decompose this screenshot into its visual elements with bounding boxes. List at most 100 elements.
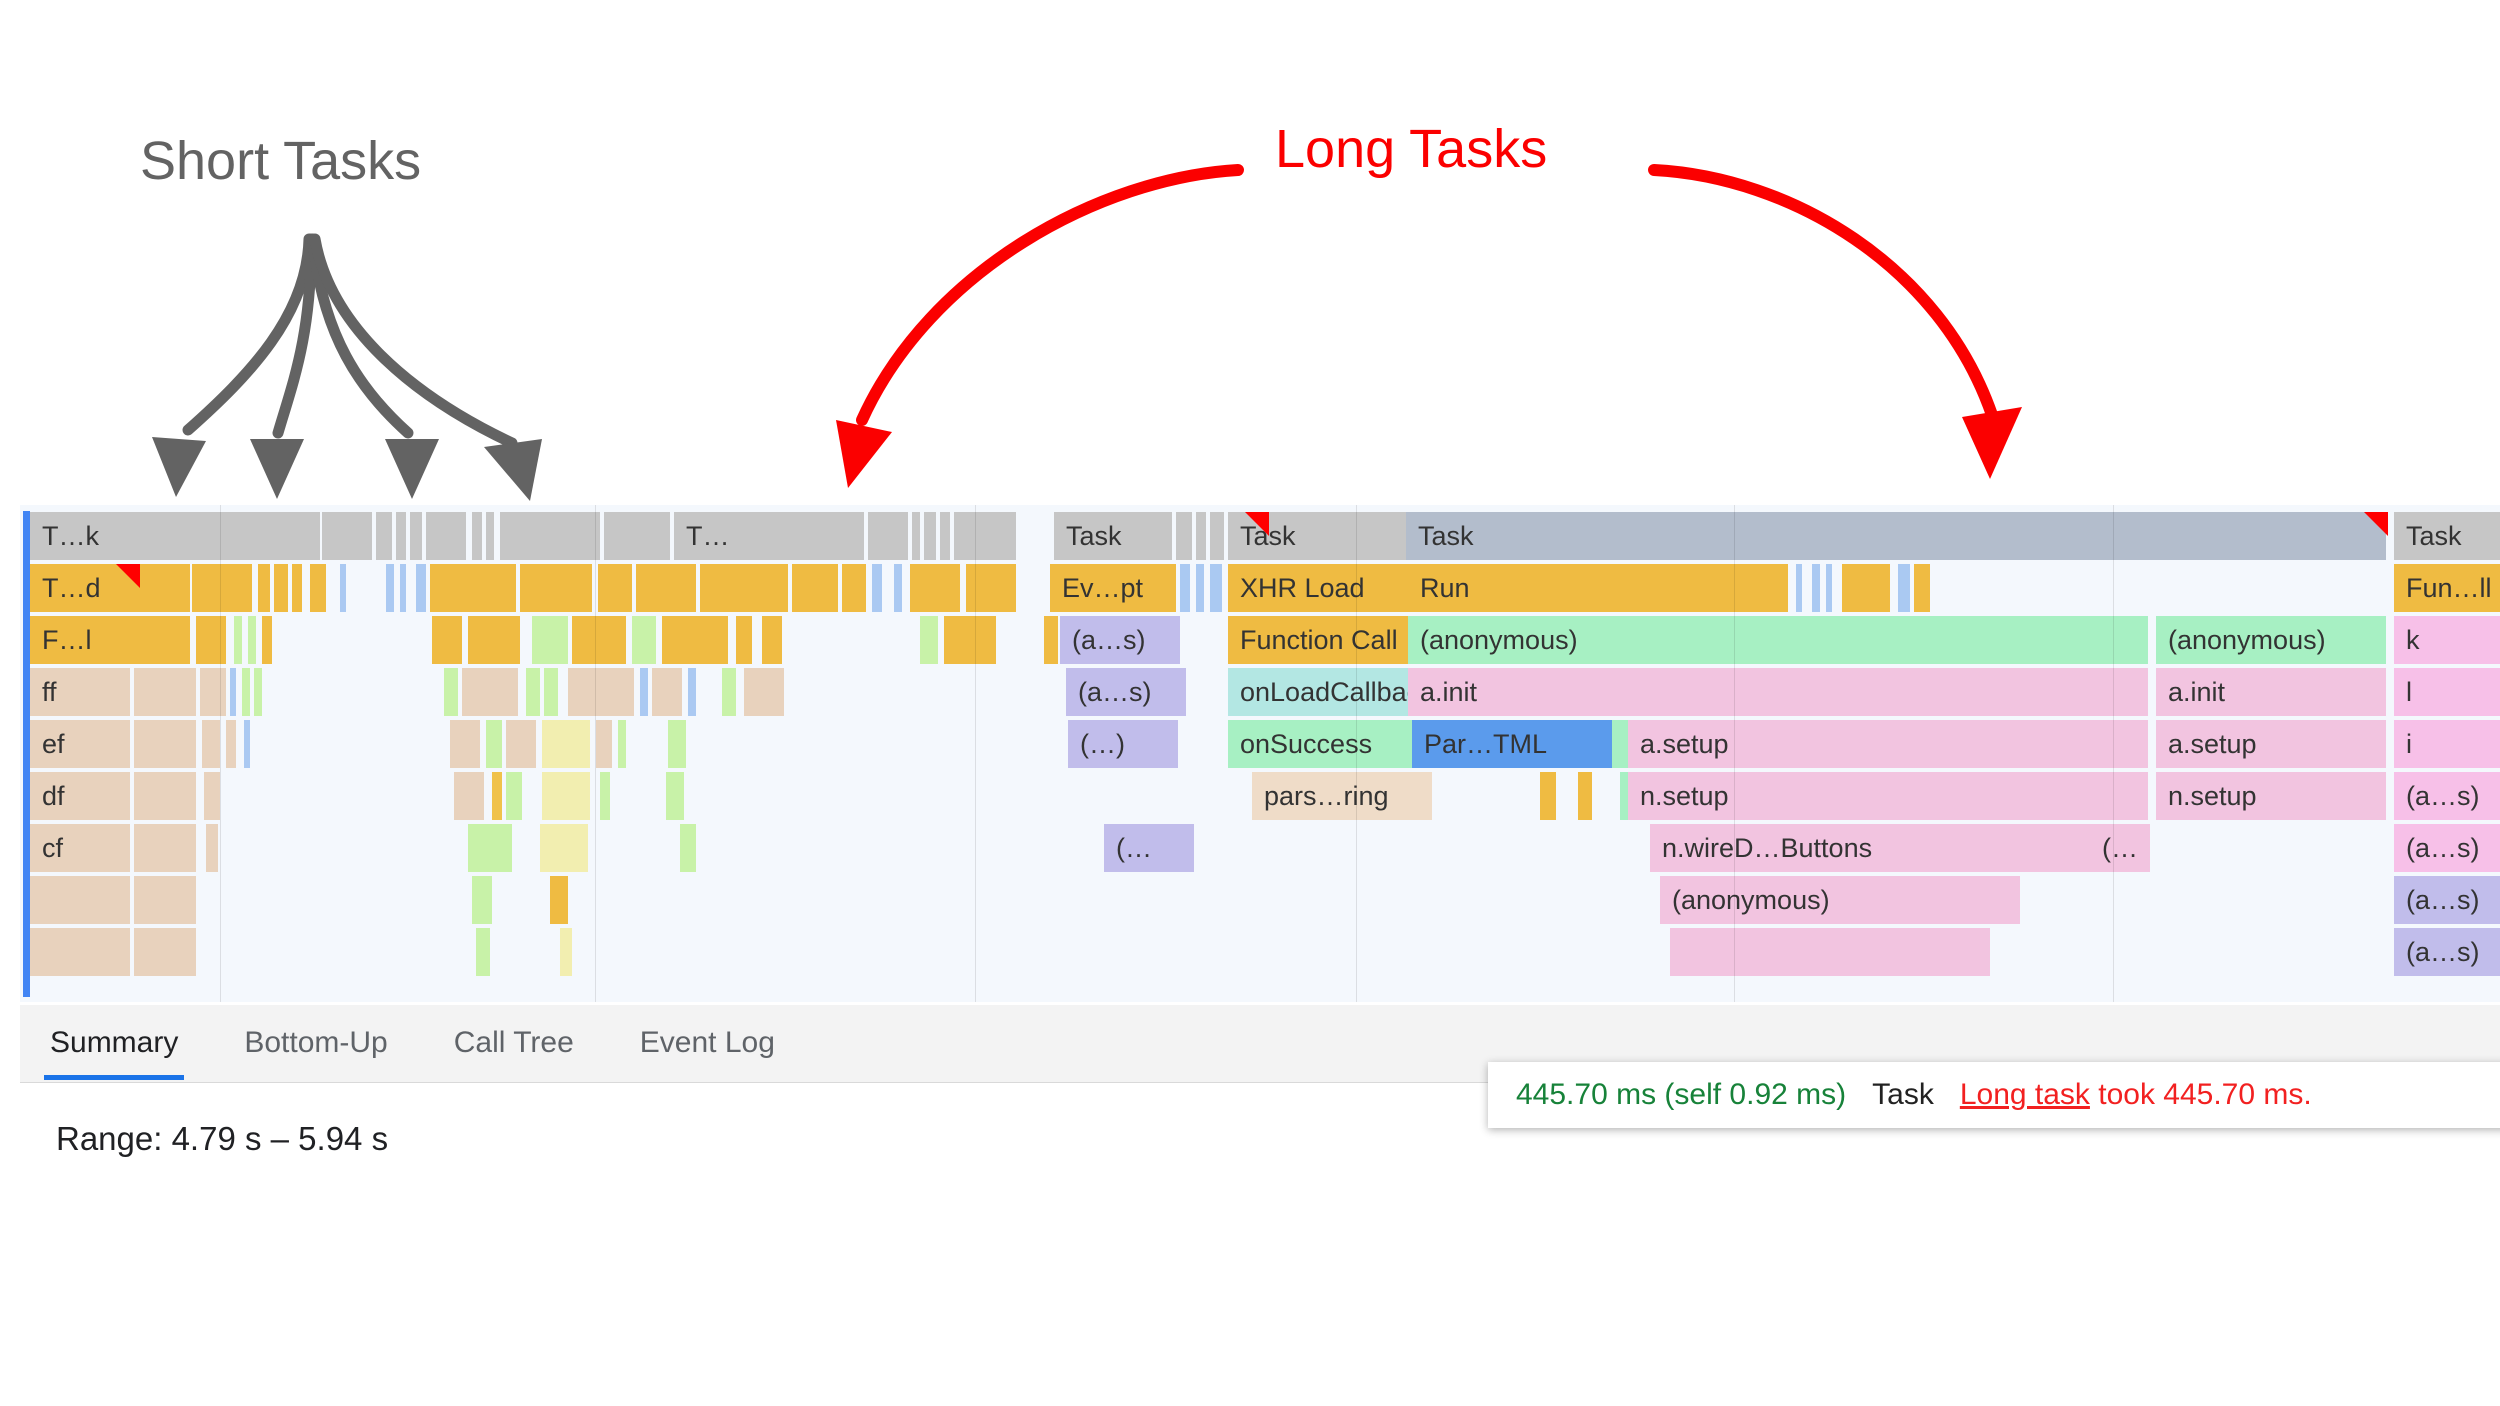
flame-bar-sliver[interactable] <box>226 720 236 768</box>
tab-call-tree[interactable]: Call Tree <box>453 1025 574 1059</box>
flame-bar-sliver[interactable] <box>262 616 272 664</box>
flame-bar-sliver[interactable] <box>736 616 752 664</box>
flame-bar-sliver[interactable] <box>666 772 684 820</box>
flame-bar-sliver[interactable] <box>134 720 196 768</box>
flame-bar[interactable]: n.wireD…Buttons <box>1650 824 2150 872</box>
flame-bar[interactable]: (anonymous) <box>2156 616 2386 664</box>
flame-bar[interactable]: a.setup <box>2156 720 2386 768</box>
flame-bar-sliver[interactable] <box>192 564 252 612</box>
flame-bar-sliver[interactable] <box>134 876 196 924</box>
flame-bar-sliver[interactable] <box>910 564 960 612</box>
flame-bar-sliver[interactable] <box>640 668 648 716</box>
flame-bar-sliver[interactable] <box>1044 616 1058 664</box>
flame-bar[interactable]: df <box>30 772 130 820</box>
flame-bar-sliver[interactable] <box>1578 772 1592 820</box>
flame-bar-sliver[interactable] <box>762 616 782 664</box>
flame-bar-sliver[interactable] <box>954 512 1016 560</box>
flame-bar-sliver[interactable] <box>680 824 696 872</box>
flame-bar-sliver[interactable] <box>1196 564 1204 612</box>
flame-bar[interactable]: ef <box>30 720 130 768</box>
flame-bar[interactable]: T…k <box>30 512 320 560</box>
flame-bar[interactable]: cf <box>30 824 130 872</box>
flame-bar[interactable]: Run <box>1408 564 1504 612</box>
flame-bar-sliver[interactable] <box>722 668 736 716</box>
flame-bar-sliver[interactable] <box>274 564 288 612</box>
flame-bar-sliver[interactable] <box>206 824 218 872</box>
tab-summary[interactable]: Summary <box>44 1010 185 1080</box>
flame-bar-sliver[interactable] <box>472 876 492 924</box>
flame-bar-sliver[interactable] <box>202 720 220 768</box>
flame-bar-sliver[interactable] <box>532 616 568 664</box>
flame-bar-sliver[interactable] <box>242 668 250 716</box>
flame-bar-sliver[interactable] <box>940 512 950 560</box>
flame-bar-sliver[interactable] <box>1180 564 1190 612</box>
flame-bar-sliver[interactable] <box>248 616 256 664</box>
flame-chart[interactable]: T…k T… Task Task Task Task T…d Ev…pt XHR Load Run… <box>20 505 2500 1002</box>
flame-bar-sliver[interactable] <box>912 512 920 560</box>
flame-bar[interactable]: Task <box>1054 512 1172 560</box>
long-task-marker-left[interactable] <box>116 564 140 588</box>
flame-bar-sliver[interactable] <box>542 720 590 768</box>
flame-bar-sliver[interactable] <box>598 564 632 612</box>
flame-bar[interactable]: ff <box>30 668 130 716</box>
flame-bar[interactable]: T… <box>674 512 864 560</box>
flame-bar[interactable]: a.init <box>2156 668 2386 716</box>
flame-bar-sliver[interactable] <box>920 616 938 664</box>
flame-bar[interactable]: Ev…pt <box>1050 564 1176 612</box>
flame-bar-sliver[interactable] <box>500 512 600 560</box>
flame-bar-sliver[interactable] <box>468 616 520 664</box>
flame-bar-sliver[interactable] <box>376 512 392 560</box>
flame-bar[interactable]: (a…s) <box>1066 668 1186 716</box>
flame-bar-sliver[interactable] <box>30 876 130 924</box>
flame-bar-sliver[interactable] <box>506 720 536 768</box>
flame-bar-sliver[interactable] <box>450 720 480 768</box>
flame-bar-sliver[interactable] <box>134 772 196 820</box>
flame-bar-sliver[interactable] <box>492 772 502 820</box>
flame-bar[interactable]: (anonymous) <box>1408 616 2148 664</box>
flame-bar-sliver[interactable] <box>668 720 686 768</box>
flame-bar-sliver[interactable] <box>1540 772 1556 820</box>
flame-bar-sliver[interactable] <box>1796 564 1802 612</box>
flame-bar[interactable]: (a…s) <box>2394 876 2500 924</box>
flame-bar-sliver[interactable] <box>30 928 130 976</box>
flame-bar[interactable]: Par…TML <box>1412 720 1612 768</box>
flame-bar[interactable]: i <box>2394 720 2500 768</box>
flame-bar[interactable]: (… <box>2090 824 2150 872</box>
flame-bar-sliver[interactable] <box>868 512 908 560</box>
flame-bar[interactable]: (a…s) <box>2394 772 2500 820</box>
flame-bar-sliver[interactable] <box>462 668 518 716</box>
flame-bar-sliver[interactable] <box>572 616 626 664</box>
flame-bar-sliver[interactable] <box>454 772 484 820</box>
flame-bar-sliver[interactable] <box>544 668 558 716</box>
flame-bar[interactable]: F…l <box>30 616 190 664</box>
flame-bar-sliver[interactable] <box>430 564 516 612</box>
flame-bar[interactable]: pars…ring <box>1252 772 1432 820</box>
flame-bar-sliver[interactable] <box>604 512 670 560</box>
long-task-marker-mid[interactable] <box>1245 512 1269 536</box>
flame-bar-sliver[interactable] <box>618 720 626 768</box>
flame-bar-sliver[interactable] <box>1210 512 1224 560</box>
flame-bar-sliver[interactable] <box>416 564 426 612</box>
flame-bar-sliver[interactable] <box>432 616 462 664</box>
flame-bar-sliver[interactable] <box>792 564 838 612</box>
flame-bar-sliver[interactable] <box>652 668 682 716</box>
flame-bar-sliver[interactable] <box>506 772 522 820</box>
flame-bar-sliver[interactable] <box>1196 512 1206 560</box>
flame-bar-sliver[interactable] <box>1670 928 1990 976</box>
tab-event-log[interactable]: Event Log <box>639 1025 775 1059</box>
flame-bar-sliver[interactable] <box>1210 564 1222 612</box>
flame-bar[interactable]: Task <box>2394 512 2500 560</box>
flame-bar[interactable]: n.setup <box>1628 772 2148 820</box>
flame-bar-sliver[interactable] <box>472 512 482 560</box>
flame-bar-sliver[interactable] <box>230 668 236 716</box>
flame-bar-sliver[interactable] <box>244 720 250 768</box>
flame-bar-sliver[interactable] <box>486 720 502 768</box>
flame-bar-sliver[interactable] <box>200 668 226 716</box>
flame-bar-sliver[interactable] <box>258 564 270 612</box>
flame-bar-sliver[interactable] <box>476 928 490 976</box>
flame-bar-sliver[interactable] <box>600 772 610 820</box>
flame-bar-sliver[interactable] <box>1914 564 1930 612</box>
tab-bottom-up[interactable]: Bottom-Up <box>244 1025 388 1059</box>
flame-bar[interactable]: (a…s) <box>1060 616 1180 664</box>
flame-bar-sliver[interactable] <box>468 824 512 872</box>
